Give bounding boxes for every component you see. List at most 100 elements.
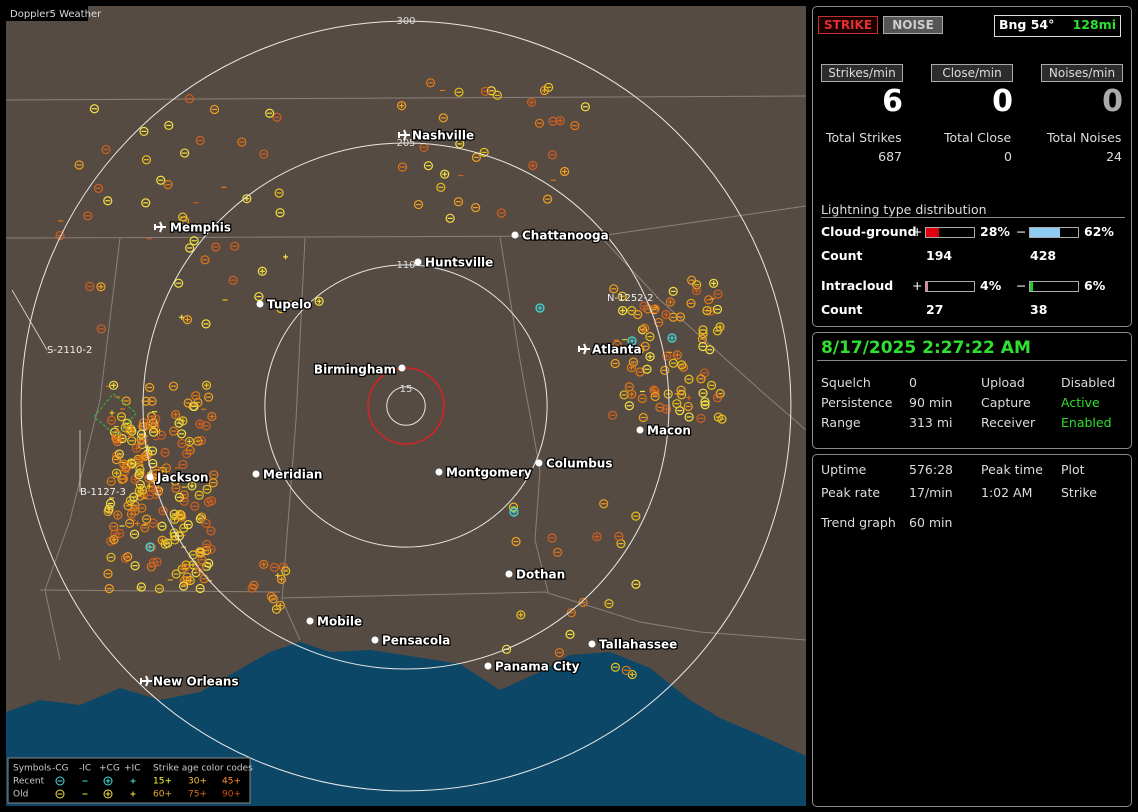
strike-marker bbox=[126, 509, 136, 519]
strike-marker bbox=[438, 113, 448, 123]
city-dot bbox=[484, 662, 492, 670]
strike-marker bbox=[706, 380, 717, 390]
strike-marker bbox=[700, 397, 710, 407]
strike-marker bbox=[83, 211, 93, 221]
noise-button[interactable]: NOISE bbox=[883, 16, 943, 34]
total-value: 687 bbox=[878, 149, 902, 164]
strike-marker bbox=[201, 518, 211, 528]
strike-marker bbox=[696, 374, 706, 384]
stat-cell: 313 mi bbox=[909, 415, 953, 430]
strike-marker bbox=[171, 569, 181, 579]
strike-marker bbox=[156, 430, 167, 440]
sign: − bbox=[1016, 278, 1027, 293]
range-ring bbox=[142, 142, 670, 670]
strike-marker bbox=[637, 325, 648, 335]
legend-text: 90+ bbox=[222, 790, 241, 800]
ring-label: 205 bbox=[396, 138, 415, 149]
strike-marker bbox=[281, 566, 291, 576]
stat-cell: 60 min bbox=[909, 515, 953, 530]
stat-cell: Uptime bbox=[821, 462, 867, 477]
strike-marker bbox=[645, 332, 655, 342]
strike-marker bbox=[268, 594, 278, 604]
total-value: 24 bbox=[1106, 149, 1122, 164]
rate-label: Noises/min bbox=[1041, 64, 1123, 82]
strike-marker bbox=[471, 202, 481, 213]
strike-marker bbox=[314, 296, 324, 306]
strike-marker bbox=[130, 561, 140, 571]
legend-symbol bbox=[55, 776, 65, 786]
strike-marker bbox=[195, 514, 205, 524]
stat-cell: 576:28 bbox=[909, 462, 953, 477]
strike-marker bbox=[471, 152, 481, 162]
stat-cell: Peak time bbox=[981, 462, 1043, 477]
strike-marker bbox=[129, 529, 140, 539]
total-label: Total Close bbox=[944, 130, 1012, 145]
strike-marker bbox=[207, 411, 217, 422]
strike-marker bbox=[137, 503, 147, 513]
strike-marker bbox=[206, 544, 216, 554]
strike-marker bbox=[154, 584, 165, 594]
strike-marker bbox=[640, 341, 650, 351]
strike-marker bbox=[511, 536, 521, 547]
strike-marker bbox=[614, 531, 624, 541]
strike-marker bbox=[650, 304, 660, 314]
strike-marker bbox=[189, 236, 199, 246]
strike-marker bbox=[105, 498, 116, 508]
rate-label: Close/min bbox=[931, 64, 1013, 82]
strike-marker bbox=[283, 300, 293, 310]
strike-marker bbox=[135, 491, 145, 501]
type-name: Intracloud bbox=[821, 278, 894, 293]
range-ring bbox=[20, 20, 792, 792]
strike-marker bbox=[148, 458, 158, 469]
strike-marker bbox=[570, 121, 580, 131]
legend-text: 30+ bbox=[188, 777, 207, 787]
strike-marker bbox=[55, 230, 65, 241]
percent-bar bbox=[1029, 281, 1079, 292]
strike-marker bbox=[672, 399, 682, 409]
bearing-box bbox=[994, 15, 1121, 37]
strike-marker bbox=[661, 309, 671, 320]
strike-marker bbox=[413, 199, 424, 210]
strike-marker bbox=[544, 82, 554, 92]
strike-marker bbox=[103, 569, 113, 579]
legend-text: +CG bbox=[99, 764, 120, 774]
strike-marker bbox=[161, 463, 172, 473]
sign: + bbox=[912, 278, 923, 293]
legend-text: Old bbox=[13, 790, 28, 800]
strike-marker bbox=[684, 374, 694, 384]
strike-marker bbox=[169, 426, 179, 436]
strike-marker bbox=[174, 492, 184, 502]
strike-marker bbox=[96, 282, 106, 292]
strike-marker bbox=[662, 351, 672, 361]
city-label: Columbus bbox=[546, 457, 613, 471]
strike-marker bbox=[194, 490, 204, 500]
range-ring bbox=[386, 386, 426, 426]
strike-marker bbox=[187, 481, 197, 491]
stat-cell: Receiver bbox=[981, 415, 1036, 430]
strike-marker bbox=[266, 591, 276, 602]
legend-symbol bbox=[55, 789, 65, 799]
strike-marker bbox=[604, 599, 614, 609]
strike-marker bbox=[453, 197, 464, 207]
strike-marker bbox=[103, 196, 113, 206]
strike-marker bbox=[156, 175, 166, 185]
stat-cell: Plot bbox=[1061, 462, 1085, 477]
strike-marker bbox=[496, 208, 506, 218]
strike-marker bbox=[142, 514, 152, 524]
strike-marker bbox=[654, 317, 664, 328]
legend-text: Symbols bbox=[13, 764, 52, 774]
strike-marker bbox=[713, 289, 723, 299]
strike-marker bbox=[578, 597, 588, 608]
stat-cell: Range bbox=[821, 415, 861, 430]
strike-marker bbox=[272, 112, 282, 122]
strike-marker bbox=[178, 581, 189, 591]
strike-marker bbox=[675, 312, 686, 322]
strike-marker bbox=[153, 487, 163, 497]
strike-button[interactable]: STRIKE bbox=[818, 16, 878, 34]
strike-marker bbox=[197, 555, 207, 565]
strike-marker bbox=[109, 427, 120, 437]
city-label: Panama City bbox=[495, 660, 580, 674]
ring-label: 300 bbox=[396, 16, 415, 27]
city-label: Pensacola bbox=[382, 634, 450, 648]
strike-marker bbox=[163, 180, 173, 190]
